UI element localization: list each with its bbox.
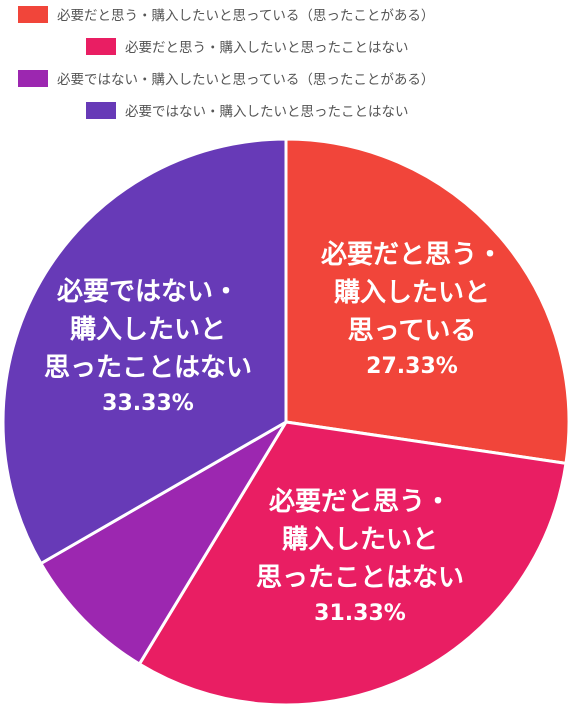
slice-4-value-label: 33.33% [102, 391, 194, 416]
legend-label-1: 必要だと思う・購入したいと思っている（思ったことがある） [57, 8, 435, 24]
slice-4-label-line-3: 思ったことはない [44, 353, 252, 383]
slice-1-label-line-2: 購入したいと [334, 278, 490, 308]
legend-item-2: 必要だと思う・購入したいと思ったことはない [86, 35, 409, 57]
legend-swatch-2 [86, 37, 116, 55]
pie-slice-2 [137, 420, 568, 707]
legend-swatch-3 [18, 69, 48, 87]
legend-label-3: 必要ではない・購入したいと思っている（思ったことがある） [57, 72, 435, 88]
pie-slice-3 [38, 420, 288, 667]
pie-slice-1 [284, 137, 571, 466]
legend-swatch-1 [18, 5, 48, 23]
legend-item-3: 必要ではない・購入したいと思っている（思ったことがある） [18, 67, 434, 89]
chart-legend: 必要だと思う・購入したいと思っている（思ったことがある） 必要だと思う・購入した… [0, 0, 573, 130]
slice-2-value-label: 31.33% [314, 601, 406, 626]
slice-2-label-line-2: 購入したいと [282, 525, 438, 555]
slice-2-label-line-1: 必要だと思う・ [269, 487, 451, 517]
pie-slice-4 [1, 137, 288, 566]
legend-label-4: 必要ではない・購入したいと思ったことはない [125, 104, 409, 120]
legend-item-1: 必要だと思う・購入したいと思っている（思ったことがある） [18, 3, 434, 25]
slice-1-label-line-1: 必要だと思う・ [321, 240, 503, 270]
slice-4-label-line-1: 必要ではない・ [57, 277, 239, 307]
slice-4-label-line-2: 購入したいと [70, 315, 226, 345]
slice-2-label-line-3: 思ったことはない [256, 563, 464, 593]
legend-label-2: 必要だと思う・購入したいと思ったことはない [125, 40, 409, 56]
legend-swatch-4 [86, 101, 116, 119]
slice-1-label-line-3: 思っている [348, 316, 477, 346]
pie-chart: 必要だと思う・購入したいと思っている27.33%必要だと思う・購入したいと思った… [1, 137, 571, 707]
legend-item-4: 必要ではない・購入したいと思ったことはない [86, 99, 409, 121]
slice-1-value-label: 27.33% [366, 354, 458, 379]
